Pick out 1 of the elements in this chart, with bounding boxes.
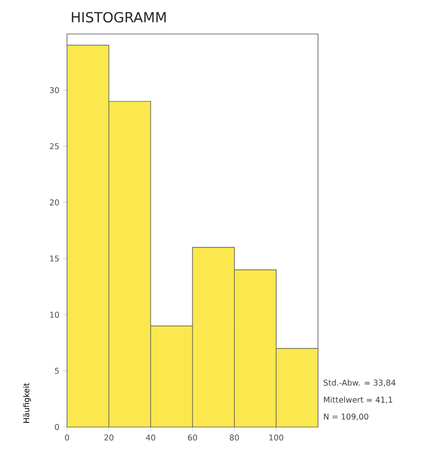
- chart-title: HISTOGRAMM: [72, 12, 166, 23]
